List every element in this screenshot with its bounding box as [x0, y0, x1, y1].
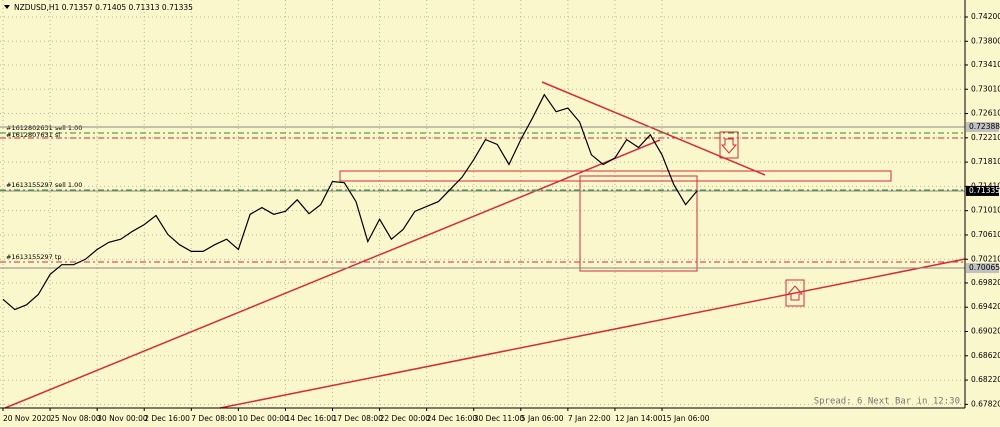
grid	[0, 0, 965, 408]
x-tick-label: 30 Nov 00:00	[97, 414, 148, 423]
y-tick-label: 0.70210	[971, 254, 1000, 263]
y-tick-label: 0.73410	[971, 60, 1000, 69]
y-tick-label: 0.71810	[971, 157, 1000, 166]
order-label: #1612802631 sell 1.00	[6, 124, 82, 132]
price-line	[2, 93, 698, 311]
status-text: Spread: 6 Next Bar in 12:30	[814, 397, 960, 407]
y-tick-label: 0.68620	[971, 351, 1000, 360]
arrow-box	[785, 279, 805, 307]
trend-line	[219, 258, 966, 409]
price-level-box	[966, 122, 999, 133]
zone-rect	[579, 175, 698, 272]
y-tick-label: 0.72610	[971, 109, 1000, 118]
x-tick-label: 25 Nov 08:00	[50, 414, 101, 423]
y-tick-label: 0.73800	[971, 36, 1000, 45]
y-tick-label: 0.74200	[971, 12, 1000, 21]
price-level-box	[966, 185, 999, 196]
x-tick-label: 17 Dec 08:00	[333, 414, 384, 423]
order-label: #1613155297 tp	[6, 253, 62, 261]
x-tick-label: 24 Dec 16:00	[427, 414, 478, 423]
x-tick-label: 20 Nov 2020	[3, 414, 51, 423]
x-tick-label: 10 Dec 00:00	[238, 414, 289, 423]
drawings	[0, 81, 966, 409]
y-tick-label: 0.73010	[971, 84, 1000, 93]
arrow-box	[719, 131, 739, 159]
menu-arrow[interactable]	[4, 5, 10, 9]
y-tick-label: 0.69420	[971, 302, 1000, 311]
x-tick-label: 15 Jan 06:00	[662, 414, 710, 423]
x-tick-label: 2 Dec 16:00	[144, 414, 190, 423]
price-level-box	[966, 263, 999, 274]
x-tick-label: 7 Dec 08:00	[191, 414, 237, 423]
y-tick-label: 0.69020	[971, 327, 1000, 336]
buy-arrow	[786, 285, 804, 301]
order-label: #1613155297 sell 1.00	[6, 181, 82, 189]
y-tick-label: 0.71010	[971, 206, 1000, 215]
y-tick-label: 0.72210	[971, 133, 1000, 142]
x-tick-label: 5 Jan 06:00	[521, 414, 564, 423]
price-level-label: 0.70065	[969, 263, 1000, 272]
chart-title: NZDUSD,H1 0.71357 0.71405 0.71313 0.7133…	[14, 3, 193, 12]
x-tick-label: 22 Dec 00:00	[380, 414, 431, 423]
y-tick-label: 0.71410	[971, 181, 1000, 190]
y-tick-label: 0.69820	[971, 278, 1000, 287]
y-tick-label: 0.67820	[971, 399, 1000, 408]
sell-arrow	[720, 138, 738, 154]
trend-line	[541, 81, 766, 176]
trend-line	[4, 139, 661, 409]
order-label: #1612807631 sl	[6, 131, 60, 139]
x-tick-label: 30 Dec 11:00	[474, 414, 525, 423]
zone-rect	[339, 170, 892, 182]
plot: #1612802631 sell 1.00#1612807631 sl #1613…	[0, 93, 965, 311]
x-tick-label: 14 Dec 16:00	[285, 414, 336, 423]
x-tick-label: 12 Jan 14:00	[615, 414, 663, 423]
x-tick-label: 7 Jan 22:00	[568, 414, 611, 423]
price-level-label: 0.71335	[969, 186, 1000, 195]
y-tick-label: 0.70610	[971, 230, 1000, 239]
price-level-label: 0.72388	[969, 122, 1000, 131]
y-tick-label: 0.68220	[971, 375, 1000, 384]
